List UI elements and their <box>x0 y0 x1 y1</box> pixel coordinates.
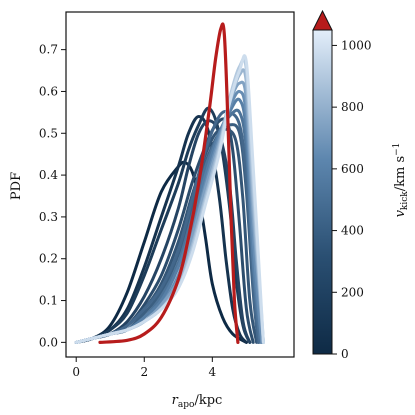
colorbar-label-main: v <box>393 209 408 217</box>
colorbar-label-sub: kick <box>400 191 410 210</box>
colorbar-tick-label-2: 400 <box>341 224 364 238</box>
y-tick-label-2: 0.2 <box>39 252 58 266</box>
colorbar <box>312 29 333 355</box>
highlight-line <box>98 22 240 344</box>
x-axis-label-sub: apo <box>178 400 195 410</box>
plot-frame <box>65 11 295 358</box>
colorbar-tick-label-3: 600 <box>341 162 364 176</box>
x-axis-label-main: r <box>172 393 179 408</box>
x-tick-label-0: 0 <box>72 365 80 379</box>
colorbar-tick-label-5: 1000 <box>341 38 372 52</box>
series-line-14 <box>74 54 265 344</box>
y-tick-label-4: 0.4 <box>39 168 58 182</box>
y-tick-label-3: 0.3 <box>39 210 58 224</box>
colorbar-label: vkick/km s−1 <box>392 143 410 218</box>
x-axis-ticks: 0 2 4 <box>72 357 217 379</box>
colorbar-tick-label-1: 200 <box>341 285 364 299</box>
x-axis-label-unit: /kpc <box>194 393 222 408</box>
y-tick-label-5: 0.5 <box>39 126 58 140</box>
y-axis-label: PDF <box>9 172 24 200</box>
y-tick-label-7: 0.7 <box>39 43 58 57</box>
colorbar-label-unit: /km s <box>393 156 408 191</box>
colorbar-tick-label-4: 800 <box>341 100 364 114</box>
colorbar-ticks: 0 200 400 600 800 1000 <box>332 38 372 361</box>
colorbar-tick-label-0: 0 <box>341 347 349 361</box>
series-group <box>74 54 265 344</box>
x-tick-label-2: 4 <box>209 365 217 379</box>
colorbar-extend-arrow <box>312 9 333 31</box>
x-axis-label: rapo/kpc <box>172 393 223 410</box>
highlight-group <box>98 22 240 344</box>
y-tick-label-0: 0.0 <box>39 335 58 349</box>
y-tick-label-1: 0.1 <box>39 294 58 308</box>
y-tick-label-6: 0.6 <box>39 84 58 98</box>
colorbar-label-exp: −1 <box>392 143 402 156</box>
y-axis-ticks: 0.0 0.1 0.2 0.3 0.4 0.5 0.6 0.7 <box>39 43 66 349</box>
x-tick-label-1: 2 <box>140 365 148 379</box>
